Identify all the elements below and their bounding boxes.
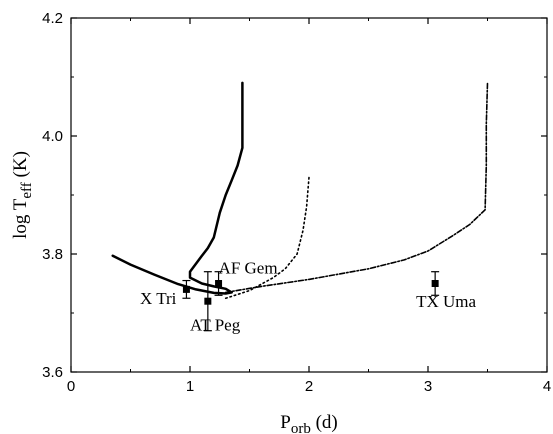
x-tick-label: 1 [186, 378, 194, 395]
y-tick-label: 3.8 [42, 246, 63, 263]
x-axis-title-rest: (d) [311, 412, 338, 433]
axis-ticks: 0 1 2 3 4 3.6 3.8 4.0 4.2 [42, 10, 551, 395]
x-axis-title-main: P [280, 412, 291, 433]
point-annotation: TX Uma [416, 292, 476, 311]
y-axis-title: log Teff (K) [10, 151, 35, 239]
series-dotted-line [224, 176, 310, 300]
y-axis-title-rest: (K) [10, 151, 31, 182]
x-tick-label: 3 [424, 378, 432, 395]
data-point-marker [182, 285, 190, 293]
point-annotation: AF Gem [219, 258, 278, 277]
x-tick-label: 2 [305, 378, 313, 395]
series-lines [111, 81, 489, 300]
x-tick-label: 4 [543, 378, 551, 395]
plot-area-frame [70, 17, 548, 373]
annotations: X Tri AF Gem AT Peg TX Uma [140, 258, 476, 334]
y-axis-title-main: log T [10, 198, 31, 239]
x-axis-title-sub: orb [291, 421, 311, 434]
point-annotation: X Tri [140, 289, 177, 308]
data-point-marker [204, 297, 212, 305]
y-tick-label: 4.0 [42, 128, 63, 145]
data-point-marker [431, 280, 439, 287]
series-dashdot-line [224, 82, 489, 294]
y-tick-label: 4.2 [42, 10, 63, 27]
y-tick-label: 3.6 [42, 364, 63, 381]
y-axis-title-sub: eff [19, 182, 35, 198]
x-tick-label: 0 [67, 378, 75, 395]
data-points [182, 271, 440, 332]
data-point-marker [215, 280, 223, 287]
x-axis-title: Porb (d) [280, 412, 337, 434]
point-annotation: AT Peg [190, 316, 241, 335]
